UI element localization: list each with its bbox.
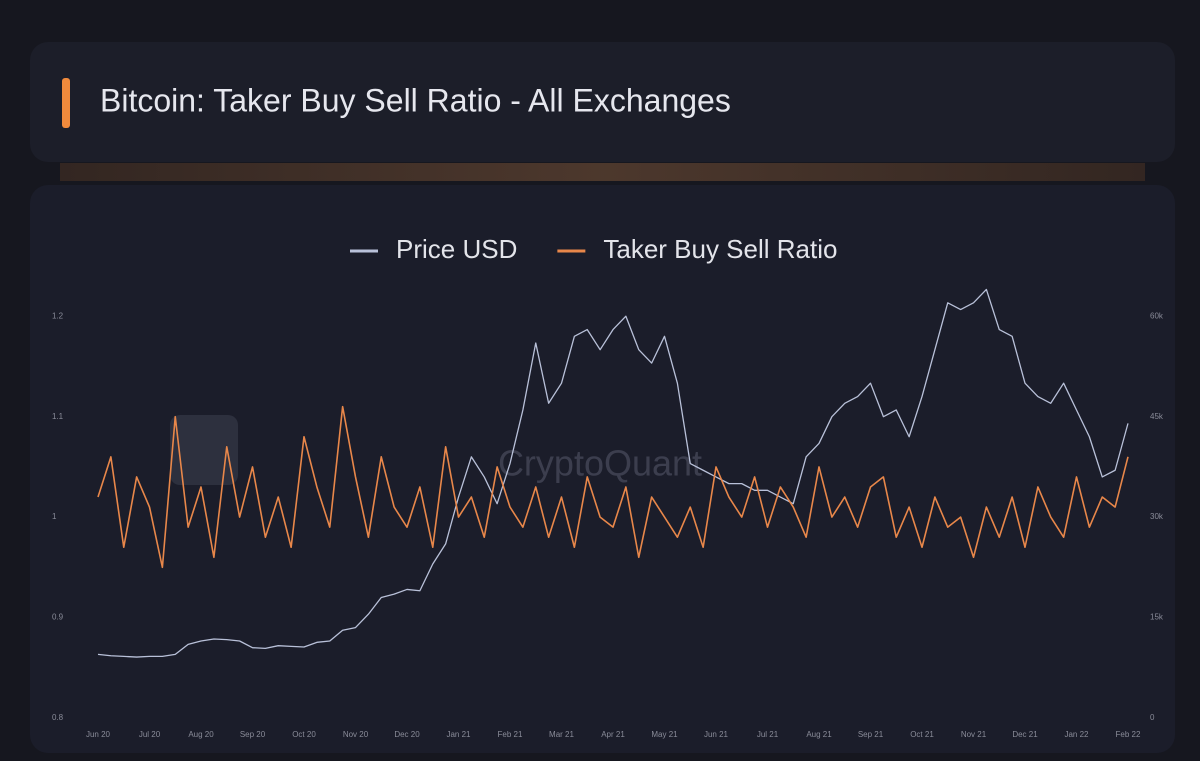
x-tick-label: Sep 20 [240, 730, 266, 739]
y-tick-label: 1.2 [52, 311, 64, 320]
y2-tick-label: 60k [1150, 311, 1164, 320]
x-tick-label: Feb 21 [498, 730, 523, 739]
x-tick-label: Oct 20 [292, 730, 316, 739]
x-tick-label: Aug 21 [806, 730, 832, 739]
x-tick-label: Oct 21 [910, 730, 934, 739]
x-tick-label: Aug 20 [188, 730, 214, 739]
legend-label: Taker Buy Sell Ratio [603, 234, 837, 264]
watermark-logo [170, 415, 238, 485]
chart-panel [30, 185, 1175, 753]
x-tick-label: Jun 20 [86, 730, 111, 739]
divider [60, 163, 1145, 181]
legend-label: Price USD [396, 234, 517, 264]
x-tick-label: Apr 21 [601, 730, 625, 739]
x-tick-label: Jan 21 [446, 730, 471, 739]
x-tick-label: Jan 22 [1064, 730, 1089, 739]
x-tick-label: Dec 21 [1012, 730, 1038, 739]
title-accent [62, 78, 70, 128]
x-tick-label: Sep 21 [858, 730, 884, 739]
y2-tick-label: 45k [1150, 412, 1164, 421]
y-tick-label: 0.8 [52, 713, 64, 722]
x-tick-label: Jul 21 [757, 730, 779, 739]
chart-title: Bitcoin: Taker Buy Sell Ratio - All Exch… [100, 82, 731, 118]
x-tick-label: Nov 20 [343, 730, 369, 739]
x-tick-label: Jun 21 [704, 730, 729, 739]
y-tick-label: 1.1 [52, 412, 64, 421]
x-tick-label: Feb 22 [1116, 730, 1141, 739]
x-tick-label: Nov 21 [961, 730, 987, 739]
series-line [97, 405, 1129, 569]
y2-tick-label: 30k [1150, 512, 1164, 521]
title-panel [30, 42, 1175, 162]
x-tick-label: May 21 [651, 730, 678, 739]
y-tick-label: 1 [52, 512, 57, 521]
series-line [97, 288, 1129, 658]
x-tick-label: Jul 20 [139, 730, 161, 739]
x-tick-label: Mar 21 [549, 730, 574, 739]
legend: Price USD Taker Buy Sell Ratio [350, 234, 837, 264]
x-tick-label: Dec 20 [394, 730, 420, 739]
y2-tick-label: 15k [1150, 613, 1164, 622]
y-tick-label: 0.9 [52, 613, 64, 622]
y2-tick-label: 0 [1150, 713, 1155, 722]
watermark: CryptoQuant [498, 443, 702, 484]
